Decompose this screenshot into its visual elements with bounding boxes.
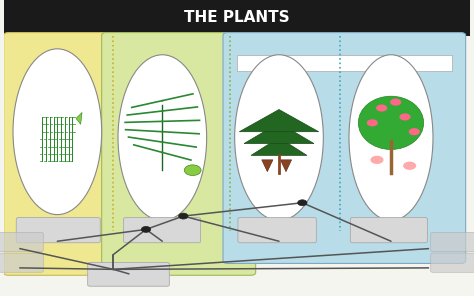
- FancyBboxPatch shape: [124, 218, 201, 243]
- Ellipse shape: [118, 55, 207, 221]
- FancyBboxPatch shape: [238, 218, 316, 243]
- Ellipse shape: [349, 55, 433, 221]
- Circle shape: [179, 213, 188, 219]
- FancyBboxPatch shape: [4, 33, 134, 275]
- Polygon shape: [281, 160, 292, 172]
- FancyBboxPatch shape: [88, 263, 169, 286]
- Circle shape: [184, 165, 201, 176]
- FancyBboxPatch shape: [16, 218, 100, 243]
- FancyBboxPatch shape: [237, 55, 452, 71]
- Circle shape: [376, 104, 387, 112]
- FancyBboxPatch shape: [0, 253, 43, 272]
- Polygon shape: [251, 138, 307, 155]
- Text: THE PLANTS: THE PLANTS: [184, 10, 290, 25]
- Circle shape: [403, 162, 416, 170]
- Circle shape: [141, 226, 151, 232]
- Polygon shape: [244, 123, 314, 144]
- Polygon shape: [262, 160, 273, 172]
- Polygon shape: [239, 110, 319, 132]
- FancyBboxPatch shape: [431, 232, 474, 252]
- Circle shape: [371, 156, 383, 164]
- Circle shape: [367, 119, 378, 126]
- FancyBboxPatch shape: [431, 253, 474, 272]
- Circle shape: [298, 200, 307, 206]
- FancyBboxPatch shape: [223, 33, 465, 263]
- Circle shape: [400, 113, 410, 120]
- Ellipse shape: [235, 55, 323, 221]
- FancyBboxPatch shape: [350, 218, 428, 243]
- Ellipse shape: [13, 49, 101, 215]
- FancyBboxPatch shape: [101, 33, 255, 275]
- Circle shape: [409, 128, 420, 135]
- Circle shape: [390, 99, 401, 106]
- Ellipse shape: [358, 96, 424, 149]
- FancyBboxPatch shape: [4, 0, 470, 36]
- FancyBboxPatch shape: [0, 232, 43, 252]
- Polygon shape: [76, 112, 82, 124]
